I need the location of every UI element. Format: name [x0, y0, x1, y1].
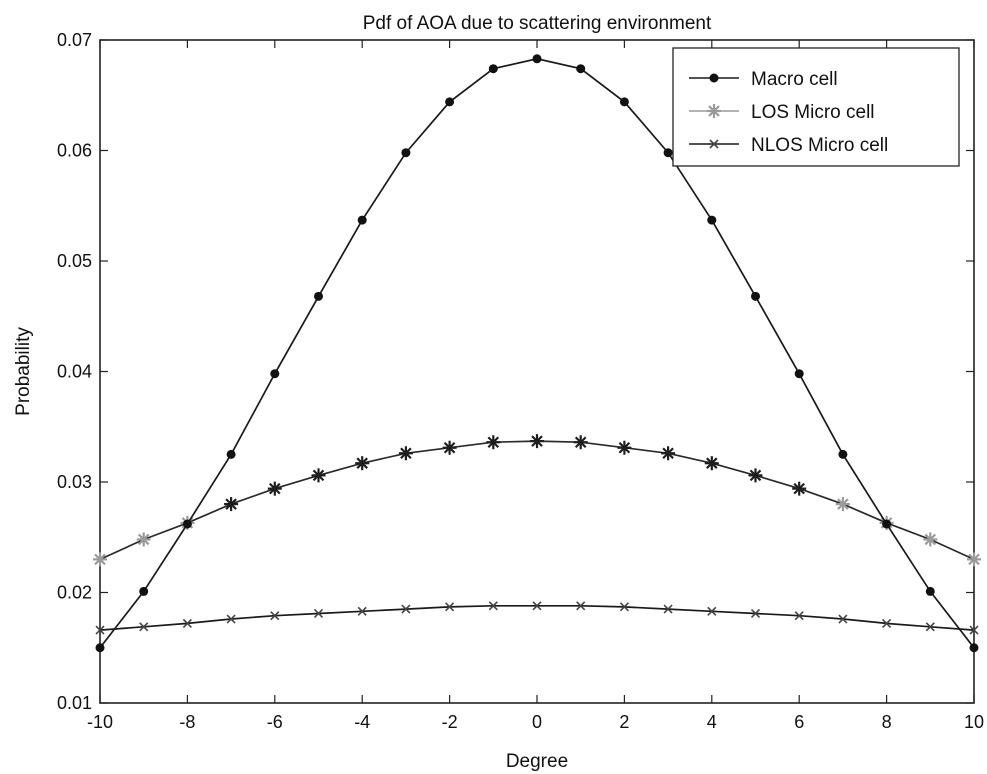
data-point-x [488, 601, 498, 611]
data-point-star [573, 435, 588, 450]
series-x [95, 601, 979, 635]
data-point-x [401, 604, 411, 614]
x-tick-label: 10 [964, 712, 984, 732]
data-point-star [792, 481, 807, 496]
data-point-x [313, 608, 324, 619]
y-tick-label: 0.04 [57, 362, 92, 382]
data-point-dot [139, 586, 149, 596]
legend-label: LOS Micro cell [751, 102, 875, 123]
legend-item: LOS Micro cell [689, 102, 875, 123]
data-point-x [357, 606, 367, 616]
x-tick-label: 6 [794, 712, 804, 732]
data-point-dot [226, 449, 236, 459]
data-point-star [442, 440, 457, 455]
legend-marker [707, 104, 721, 118]
x-tick-label: 4 [707, 712, 717, 732]
data-point-star [748, 468, 763, 483]
x-tick-label: -2 [442, 712, 458, 732]
data-point-dot [663, 148, 673, 158]
x-tick-label: 2 [619, 712, 629, 732]
y-axis-label: Probability [13, 327, 34, 416]
data-point-star [398, 446, 413, 461]
y-tick-label: 0.03 [57, 472, 92, 492]
data-point-star [661, 446, 676, 461]
y-tick-label: 0.02 [57, 583, 92, 603]
data-point-dot [532, 54, 542, 64]
data-point-dot [707, 215, 717, 225]
data-point-dot [838, 449, 848, 459]
data-point-dot [488, 64, 498, 74]
data-point-x [663, 604, 673, 614]
data-point-star [486, 435, 501, 450]
data-point-dot [357, 215, 367, 225]
data-point-star [93, 552, 107, 567]
data-point-x [270, 611, 280, 621]
data-point-dot [314, 291, 323, 301]
data-point-x [532, 601, 542, 611]
y-tick-label: 0.07 [57, 30, 92, 50]
data-point-dot [619, 97, 629, 107]
y-tick-label: 0.05 [57, 251, 92, 271]
data-point-x [619, 602, 629, 612]
data-point-dot [882, 519, 892, 529]
data-point-x [226, 614, 236, 624]
data-point-x [445, 602, 455, 612]
legend: Macro cell LOS Micro cell NLOS Micro cell [672, 47, 960, 167]
x-tick-label: 8 [882, 712, 892, 732]
data-point-x [182, 618, 192, 629]
legend-item: NLOS Micro cell [689, 135, 888, 156]
legend-marker [709, 73, 719, 83]
legend-marker [709, 139, 719, 149]
data-point-x [750, 608, 761, 619]
data-point-star [835, 497, 850, 512]
legend-item: Macro cell [689, 69, 838, 90]
data-point-star [704, 456, 719, 471]
data-point-dot [95, 643, 105, 653]
data-point-star [617, 440, 632, 455]
data-point-dot [576, 64, 586, 74]
x-tick-label: -6 [267, 712, 283, 732]
data-point-dot [751, 291, 760, 301]
data-point-x [794, 611, 804, 621]
data-point-x [707, 606, 717, 616]
data-point-x [882, 618, 892, 629]
data-point-star [967, 552, 981, 567]
y-tick-label: 0.06 [57, 141, 92, 161]
data-point-dot [925, 586, 935, 596]
data-point-dot [270, 369, 280, 379]
data-point-star [224, 497, 239, 512]
data-point-dot [401, 148, 411, 158]
data-point-x [139, 622, 149, 632]
data-point-dot [182, 519, 192, 529]
data-point-dot [445, 97, 455, 107]
x-tick-label: -10 [87, 712, 113, 732]
data-point-star [267, 481, 282, 496]
data-point-x [576, 601, 586, 611]
data-point-star [530, 434, 544, 449]
data-point-star [355, 456, 370, 471]
data-point-x [838, 614, 848, 624]
legend-box [672, 47, 960, 167]
data-point-x [95, 625, 105, 635]
data-point-star [923, 532, 938, 547]
legend-label: Macro cell [751, 69, 838, 90]
x-tick-label: -4 [354, 712, 370, 732]
data-point-x [969, 625, 979, 635]
data-point-dot [794, 369, 804, 379]
series-dot [95, 54, 979, 653]
series-layer [93, 54, 981, 653]
data-point-x [925, 622, 935, 632]
axis-ticks: -10 -8 -6 -4 -2 0 2 4 6 8 10 0.01 0.02 0.03 0.04 0.05 0.… [57, 30, 984, 732]
data-point-star [311, 468, 326, 483]
legend-label: NLOS Micro cell [751, 135, 888, 156]
x-tick-label: -8 [179, 712, 195, 732]
data-point-star [136, 532, 151, 547]
y-tick-label: 0.01 [57, 693, 92, 713]
chart-title: Pdf of AOA due to scattering environment [363, 13, 712, 34]
data-point-dot [969, 643, 979, 653]
x-axis-label: Degree [506, 751, 568, 772]
x-tick-label: 0 [532, 712, 542, 732]
